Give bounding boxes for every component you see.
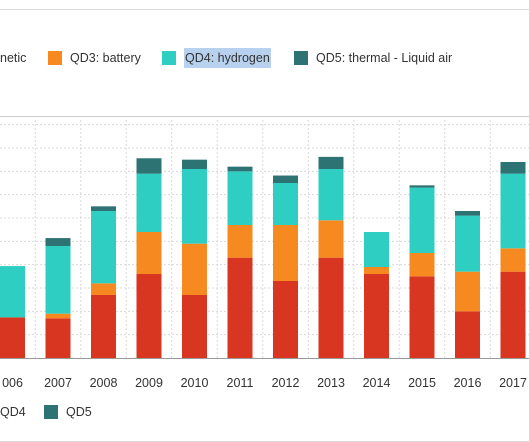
bar-qd3-2013 [318, 220, 344, 258]
bar-qd2-2014 [364, 274, 389, 358]
x-tick-label-2012: 2012 [272, 376, 300, 390]
legend-swatch-qd4 [162, 51, 176, 65]
x-tick-label-2017: 2017 [499, 376, 527, 390]
bar-qd5-2009 [136, 158, 162, 174]
x-tick-label-2013: 2013 [317, 376, 345, 390]
legend-label-qd4: QD4: hydrogen [184, 48, 271, 68]
legend: netic QD3: battery QD4: hydrogen QD5: th… [0, 48, 529, 68]
bar-qd4-2010 [182, 169, 207, 244]
bar-qd4-2008 [91, 211, 116, 284]
x-tick-label-2014: 2014 [363, 376, 391, 390]
bar-qd3-2017 [500, 248, 526, 272]
x-tick-label-2016: 2016 [454, 376, 482, 390]
bar-qd4-2006 [0, 266, 25, 318]
bar-qd5-2008 [91, 206, 116, 211]
bar-qd3-2008 [91, 283, 116, 295]
x-tick-label-2011: 2011 [227, 376, 254, 390]
bar-qd5-2007 [45, 238, 71, 246]
bar-qd2-2009 [136, 274, 162, 358]
legend-panel: netic QD3: battery QD4: hydrogen QD5: th… [0, 0, 529, 117]
bar-qd4-2014 [364, 232, 389, 267]
bar-qd5-2017 [500, 162, 526, 174]
x-tick-label-2009: 2009 [135, 376, 163, 390]
bar-qd3-2014 [364, 267, 389, 274]
bar-qd2-2006 [0, 317, 25, 358]
bar-qd4-2016 [455, 215, 480, 272]
bar-qd2-2008 [91, 295, 116, 358]
bar-qd4-2011 [227, 171, 253, 225]
bar-qd2-2011 [227, 257, 253, 358]
bar-qd4-2017 [500, 173, 526, 249]
stacked-bar-chart: 006 2007 2008 2009 2010 2011 2012 2013 2014 2015 2… [0, 120, 529, 390]
bar-qd5-2011 [227, 166, 253, 172]
x-tick-label-2015: 2015 [408, 376, 436, 390]
bar-qd4-2012 [273, 183, 298, 225]
bottom-legend-label-qd4: QD4 [0, 405, 26, 419]
x-tick-label-2007: 2007 [44, 376, 72, 390]
bar-qd4-2007 [45, 246, 71, 314]
bar-qd2-2013 [318, 257, 344, 358]
x-tick-label-2006: 006 [2, 376, 23, 390]
bottom-legend-swatch-qd5 [44, 405, 58, 419]
bar-qd5-2016 [455, 211, 480, 216]
legend-label-qd3: QD3: battery [70, 51, 141, 65]
bar-qd3-2011 [227, 225, 253, 258]
x-tick-label-2010: 2010 [181, 376, 209, 390]
bar-qd2-2010 [182, 295, 207, 358]
bar-qd3-2009 [136, 232, 162, 274]
legend-label-qd5: QD5: thermal - Liquid air [316, 51, 453, 65]
bar-qd3-2010 [182, 243, 207, 295]
bottom-legend: QD4 QD5 [0, 402, 529, 422]
bar-qd2-2017 [500, 271, 526, 358]
legend-label-qd2: netic [0, 51, 27, 65]
legend-swatch-qd5 [294, 51, 308, 65]
bar-qd5-2015 [409, 185, 435, 188]
bar-qd3-2015 [409, 253, 435, 277]
bar-qd3-2016 [455, 271, 480, 312]
bar-qd4-2009 [136, 173, 162, 232]
top-divider [0, 9, 529, 10]
bar-qd2-2016 [455, 311, 480, 358]
bar-qd3-2007 [45, 313, 71, 319]
x-tick-label-2008: 2008 [90, 376, 118, 390]
bar-qd5-2012 [273, 175, 298, 183]
bar-qd2-2015 [409, 276, 435, 358]
bar-qd5-2013 [318, 156, 344, 169]
bar-qd4-2013 [318, 169, 344, 221]
bar-qd5-2010 [182, 159, 207, 169]
bar-qd3-2012 [273, 225, 298, 281]
bottom-legend-label-qd5: QD5 [66, 405, 92, 419]
bar-qd2-2007 [45, 318, 71, 358]
bar-qd4-2015 [409, 187, 435, 253]
legend-swatch-qd3 [48, 51, 62, 65]
bar-qd2-2012 [273, 281, 298, 358]
